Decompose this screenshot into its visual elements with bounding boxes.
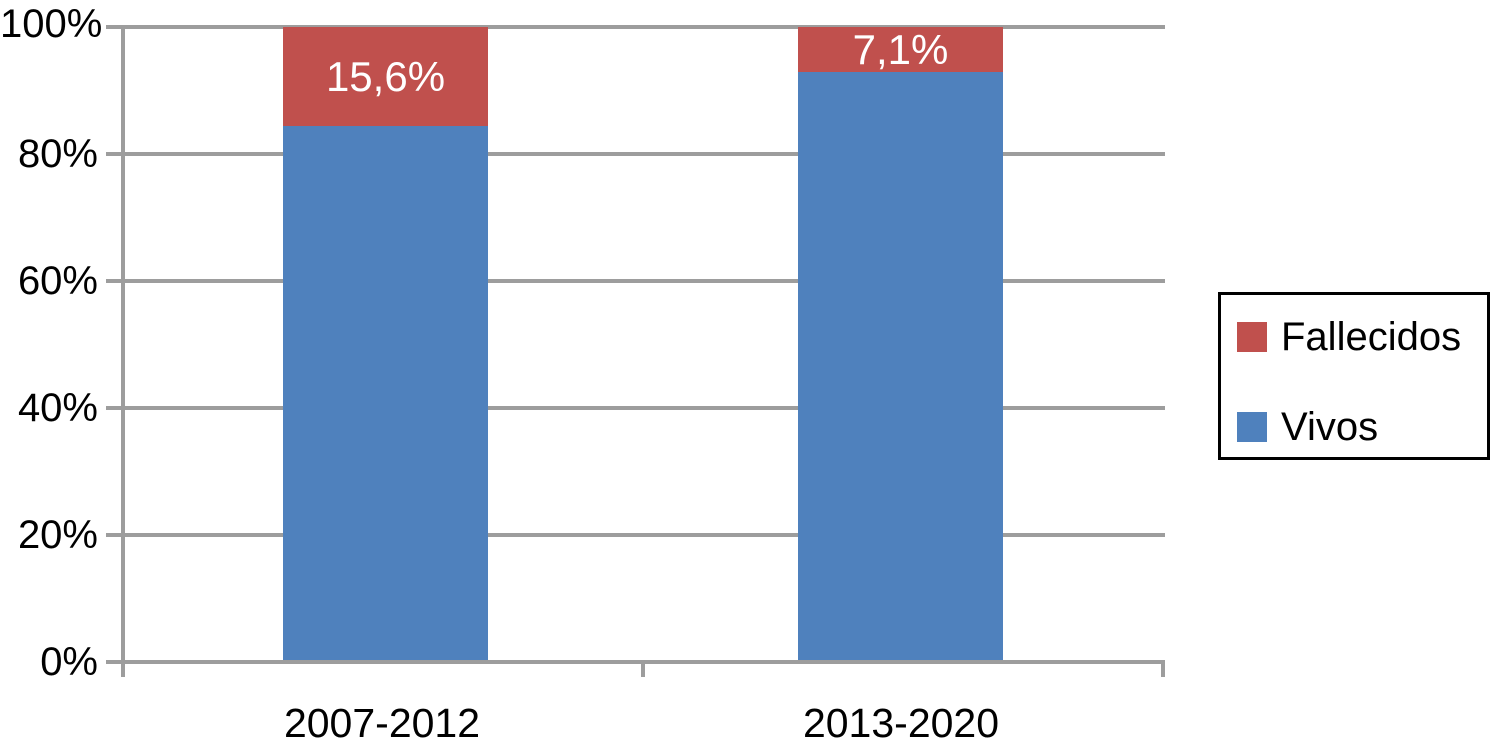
legend-swatch-fallecidos xyxy=(1237,322,1267,352)
y-axis-tick-label: 80% xyxy=(17,132,98,176)
y-axis-line xyxy=(121,25,125,677)
y-axis-tick-label: 0% xyxy=(40,640,98,684)
segment-vivos xyxy=(798,72,1003,662)
segment-fallecidos: 7,1% xyxy=(798,25,1003,73)
bar-2013-2020: 7,1% xyxy=(798,25,1003,662)
gridline-20 xyxy=(121,533,1165,537)
x-axis-category-label: 2013-2020 xyxy=(802,700,1000,746)
y-axis-tick xyxy=(106,279,121,283)
segment-vivos xyxy=(283,126,488,662)
gridline-100 xyxy=(121,25,1165,29)
x-axis-category-label: 2007-2012 xyxy=(283,700,481,746)
x-axis-tick xyxy=(1161,662,1165,677)
y-axis-tick xyxy=(106,533,121,537)
legend-label: Fallecidos xyxy=(1281,314,1462,359)
x-axis-tick xyxy=(641,662,645,677)
legend-swatch-vivos xyxy=(1237,412,1267,442)
legend-label: Vivos xyxy=(1281,404,1379,449)
legend-item-vivos: Vivos xyxy=(1237,403,1378,451)
bar-2007-2012: 15,6% xyxy=(283,27,488,662)
gridline-80 xyxy=(121,152,1165,156)
gridline-40 xyxy=(121,406,1165,410)
segment-fallecidos: 15,6% xyxy=(283,27,488,127)
gridline-60 xyxy=(121,279,1165,283)
y-axis-tick xyxy=(106,25,121,29)
y-axis-tick-label: 40% xyxy=(17,386,98,430)
legend: Fallecidos Vivos xyxy=(1218,292,1490,460)
data-label: 15,6% xyxy=(325,52,446,100)
y-axis-tick-label: 20% xyxy=(17,513,98,557)
y-axis-tick xyxy=(106,660,121,664)
y-axis-tick-label: 60% xyxy=(17,259,98,303)
y-axis-tick xyxy=(106,406,121,410)
y-axis-tick xyxy=(106,152,121,156)
data-label: 7,1% xyxy=(852,25,949,73)
legend-item-fallecidos: Fallecidos xyxy=(1237,313,1461,361)
y-axis-tick-label: 100% xyxy=(0,2,103,46)
